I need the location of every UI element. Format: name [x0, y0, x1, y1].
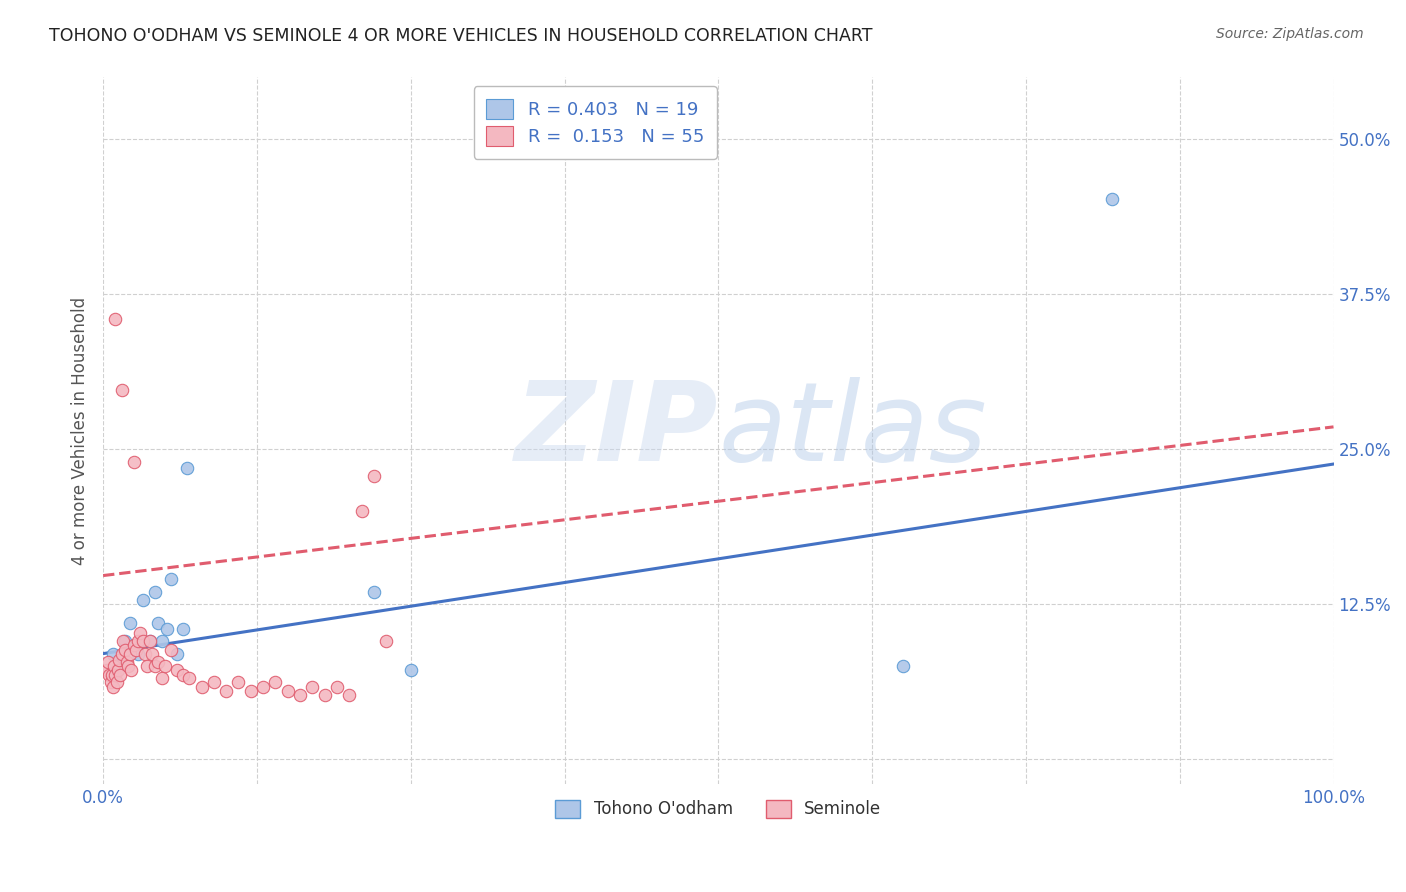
- Point: [97, 655, 120, 669]
- Point: [107, 663, 129, 677]
- Text: TOHONO O'ODHAM VS SEMINOLE 4 OR MORE VEHICLES IN HOUSEHOLD CORRELATION CHART: TOHONO O'ODHAM VS SEMINOLE 4 OR MORE VEH…: [49, 27, 873, 45]
- Point: [375, 634, 398, 648]
- Point: [172, 622, 194, 636]
- Point: [101, 680, 124, 694]
- Point: [110, 383, 132, 397]
- Point: [301, 680, 323, 694]
- Point: [156, 622, 179, 636]
- Point: [115, 655, 138, 669]
- Point: [141, 647, 163, 661]
- Point: [127, 634, 149, 648]
- Point: [264, 675, 287, 690]
- Text: atlas: atlas: [718, 377, 987, 484]
- Point: [139, 634, 162, 648]
- Point: [363, 584, 385, 599]
- Point: [252, 680, 274, 694]
- Point: [111, 634, 134, 648]
- Point: [326, 680, 349, 694]
- Point: [103, 659, 125, 673]
- Point: [120, 663, 142, 677]
- Point: [399, 663, 422, 677]
- Point: [110, 667, 132, 681]
- Point: [277, 683, 299, 698]
- Point: [150, 634, 173, 648]
- Point: [166, 663, 188, 677]
- Point: [215, 683, 238, 698]
- Point: [159, 643, 181, 657]
- Point: [129, 625, 152, 640]
- Point: [150, 672, 173, 686]
- Point: [136, 659, 159, 673]
- Point: [337, 688, 360, 702]
- Point: [127, 647, 149, 661]
- Point: [288, 688, 311, 702]
- Point: [202, 675, 225, 690]
- Point: [122, 638, 145, 652]
- Point: [107, 659, 129, 673]
- Point: [108, 653, 131, 667]
- Point: [166, 647, 188, 661]
- Text: ZIP: ZIP: [515, 377, 718, 484]
- Point: [314, 688, 336, 702]
- Point: [114, 643, 136, 657]
- Point: [176, 460, 198, 475]
- Point: [120, 647, 142, 661]
- Point: [98, 667, 121, 681]
- Point: [125, 643, 148, 657]
- Point: [120, 615, 142, 630]
- Point: [190, 680, 212, 694]
- Point: [131, 593, 153, 607]
- Point: [134, 647, 156, 661]
- Text: Source: ZipAtlas.com: Source: ZipAtlas.com: [1216, 27, 1364, 41]
- Point: [179, 672, 201, 686]
- Point: [172, 667, 194, 681]
- Point: [96, 663, 118, 677]
- Point: [114, 634, 136, 648]
- Point: [239, 683, 262, 698]
- Point: [148, 615, 170, 630]
- Point: [363, 469, 385, 483]
- Point: [101, 647, 124, 661]
- Point: [104, 312, 127, 326]
- Point: [350, 504, 373, 518]
- Point: [143, 584, 166, 599]
- Legend: Tohono O'odham, Seminole: Tohono O'odham, Seminole: [548, 793, 889, 825]
- Point: [153, 659, 176, 673]
- Point: [159, 572, 181, 586]
- Point: [122, 454, 145, 468]
- Point: [148, 655, 170, 669]
- Point: [117, 659, 139, 673]
- Point: [143, 659, 166, 673]
- Point: [1101, 192, 1123, 206]
- Point: [131, 634, 153, 648]
- Point: [110, 647, 132, 661]
- Point: [105, 675, 128, 690]
- Point: [104, 667, 127, 681]
- Point: [139, 634, 162, 648]
- Point: [100, 675, 122, 690]
- Y-axis label: 4 or more Vehicles in Household: 4 or more Vehicles in Household: [72, 296, 89, 565]
- Point: [100, 667, 122, 681]
- Point: [228, 675, 250, 690]
- Point: [891, 659, 914, 673]
